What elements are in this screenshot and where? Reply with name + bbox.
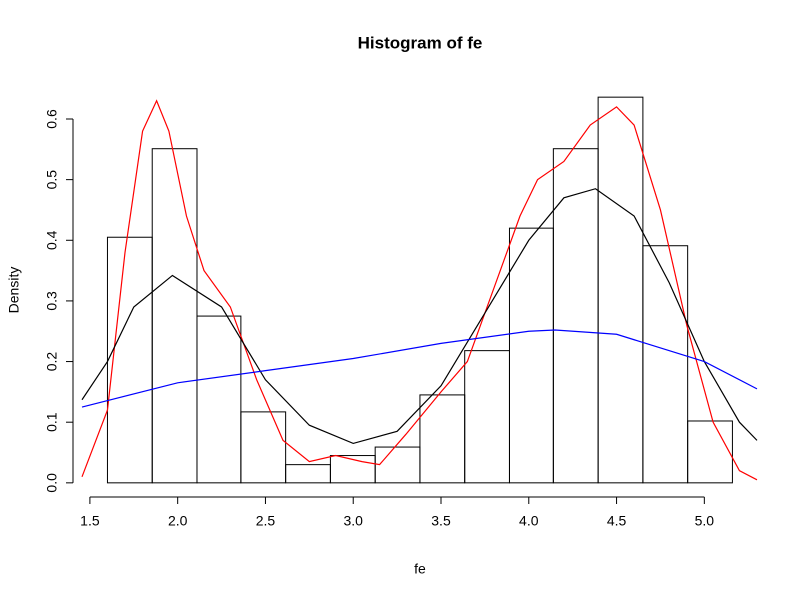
histogram-bar [106,236,153,484]
x-tick-label: 5.0 [695,513,715,529]
histogram-bar [285,464,331,484]
x-tick-label: 4.5 [607,513,627,529]
density-curve [81,188,758,445]
histogram-bar [508,227,554,484]
x-tick-label: 3.5 [431,513,451,529]
x-axis-label: fe [414,561,426,577]
histogram-bar [374,446,421,484]
histogram-bar [687,420,733,484]
histogram-bar [151,148,198,484]
x-tick-label: 2.0 [168,513,188,529]
x-tick-label: 1.5 [80,513,100,529]
density-curve [81,99,758,481]
histogram-bar [597,96,644,484]
y-tick-label: 0.5 [44,170,60,190]
y-tick-label: 0.0 [44,473,60,493]
y-tick-label: 0.2 [44,352,60,372]
y-axis-label: Density [6,267,22,314]
x-tick-label: 3.0 [343,513,363,529]
x-tick-label: 4.0 [519,513,539,529]
histogram-bar [419,394,466,484]
chart-title: Histogram of fe [358,33,483,52]
density-curve [81,329,758,408]
histogram-bar [464,350,510,484]
y-tick-label: 0.4 [44,230,60,250]
histogram-bar [642,245,689,484]
histogram-bar [196,315,242,484]
y-tick-label: 0.1 [44,412,60,432]
y-tick-label: 0.6 [44,109,60,129]
histogram-bar [240,411,287,484]
x-tick-label: 2.5 [256,513,276,529]
y-tick-label: 0.3 [44,291,60,311]
histogram-bar [552,148,599,484]
